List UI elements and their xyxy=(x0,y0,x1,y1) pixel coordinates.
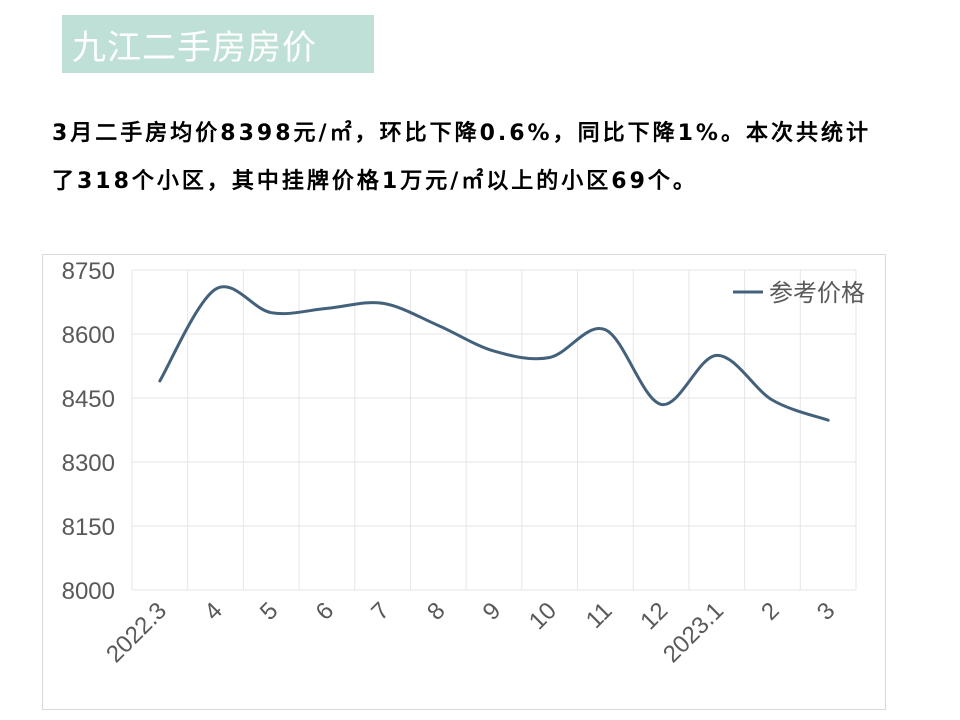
x-tick-label: 2022.3 xyxy=(101,597,172,668)
x-tick-label: 7 xyxy=(366,597,395,626)
x-tick-label: 2 xyxy=(756,597,785,626)
x-tick-label: 10 xyxy=(524,597,562,635)
x-tick-label: 6 xyxy=(311,597,340,626)
chart-frame xyxy=(42,254,886,710)
legend: 参考价格 xyxy=(733,279,865,307)
x-tick-label: 9 xyxy=(478,597,507,626)
page-title: 九江二手房房价 xyxy=(72,27,317,68)
y-tick-label: 8300 xyxy=(62,450,115,477)
y-tick-label: 8600 xyxy=(62,322,115,349)
y-tick-labels: 8000 8150 8300 8450 8600 8750 xyxy=(62,258,115,605)
x-tick-label: 12 xyxy=(635,597,673,635)
y-tick-label: 8150 xyxy=(62,514,115,541)
title-banner: 九江二手房房价 xyxy=(62,15,374,73)
x-tick-label: 5 xyxy=(255,597,284,626)
grid-layer xyxy=(131,269,857,591)
x-tick-label: 11 xyxy=(581,597,618,634)
legend-label: 参考价格 xyxy=(769,279,865,307)
summary-text: 3月二手房均价8398元/㎡，环比下降0.6%，同比下降1%。本次共统计了318… xyxy=(52,121,871,194)
x-tick-label: 2023.1 xyxy=(658,597,729,668)
y-tick-label: 8750 xyxy=(62,258,115,285)
series-line xyxy=(158,285,830,422)
x-tick-label: 3 xyxy=(812,597,841,626)
y-tick-label: 8000 xyxy=(62,578,115,605)
x-tick-label: 8 xyxy=(422,597,451,626)
series-layer xyxy=(158,285,830,422)
x-tick-label: 4 xyxy=(199,597,228,626)
y-tick-label: 8450 xyxy=(62,386,115,413)
